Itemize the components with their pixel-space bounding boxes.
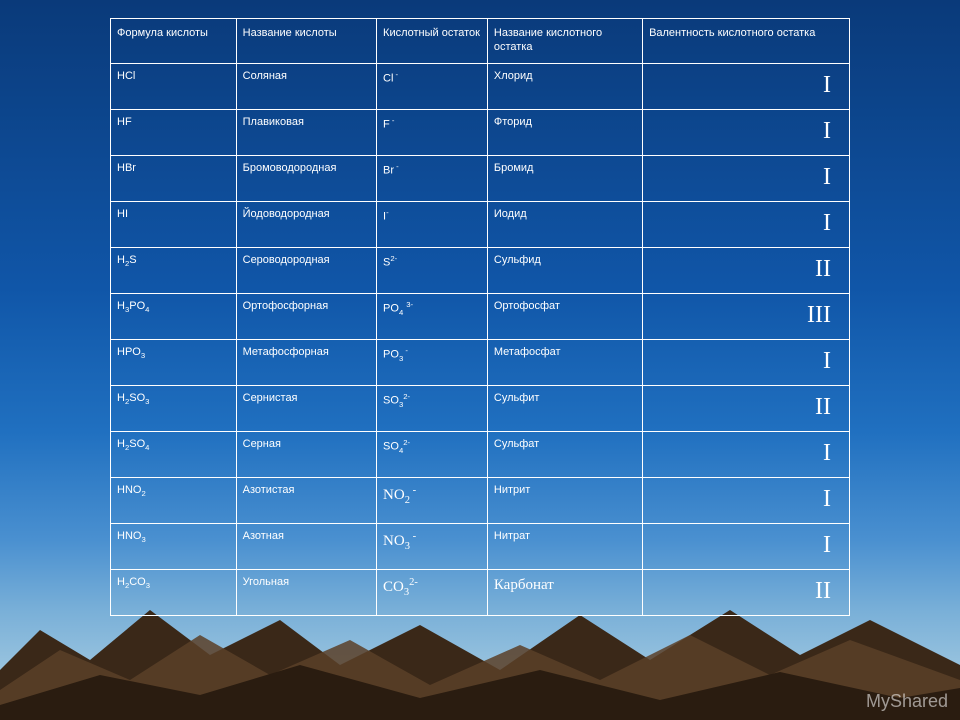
acid-name-cell: Азотистая [236, 477, 376, 523]
residue-name-cell: Ортофосфат [487, 293, 642, 339]
table-row: H3PO4ОртофосфорнаяPO4 3-ОртофосфатIII [111, 293, 850, 339]
formula-cell: HF [111, 109, 237, 155]
residue-cell: NO3 - [377, 523, 488, 569]
residue-cell: Br - [377, 155, 488, 201]
formula-cell: H2SO4 [111, 431, 237, 477]
valence-cell: I [643, 63, 850, 109]
residue-cell: PO4 3- [377, 293, 488, 339]
valence-cell: I [643, 109, 850, 155]
valence-cell: I [643, 201, 850, 247]
residue-name-cell: Нитрат [487, 523, 642, 569]
formula-cell: HPO3 [111, 339, 237, 385]
table-row: HPO3МетафосфорнаяPO3 -МетафосфатI [111, 339, 850, 385]
formula-cell: HCl [111, 63, 237, 109]
acids-table-container: Формула кислотыНазвание кислотыКислотный… [110, 18, 850, 616]
acid-name-cell: Соляная [236, 63, 376, 109]
table-row: H2SO4СернаяSO42-СульфатI [111, 431, 850, 477]
residue-cell: F - [377, 109, 488, 155]
residue-name-cell: Карбонат [487, 569, 642, 615]
formula-cell: H3PO4 [111, 293, 237, 339]
acid-name-cell: Серная [236, 431, 376, 477]
valence-cell: I [643, 477, 850, 523]
acid-name-cell: Угольная [236, 569, 376, 615]
watermark: MyShared [866, 691, 948, 712]
valence-cell: I [643, 523, 850, 569]
acid-name-cell: Азотная [236, 523, 376, 569]
acid-name-cell: Бромоводородная [236, 155, 376, 201]
table-row: H2CO3УгольнаяCO32-КарбонатII [111, 569, 850, 615]
table-row: HNO3АзотнаяNO3 -НитратI [111, 523, 850, 569]
residue-name-cell: Сульфат [487, 431, 642, 477]
table-header-row: Формула кислотыНазвание кислотыКислотный… [111, 19, 850, 64]
residue-cell: S2- [377, 247, 488, 293]
residue-name-cell: Хлорид [487, 63, 642, 109]
table-header-cell: Формула кислоты [111, 19, 237, 64]
table-header-cell: Название кислоты [236, 19, 376, 64]
residue-name-cell: Сульфид [487, 247, 642, 293]
residue-cell: NO2 - [377, 477, 488, 523]
table-row: HClСолянаяCl -ХлоридI [111, 63, 850, 109]
table-row: HNO2АзотистаяNO2 -НитритI [111, 477, 850, 523]
residue-name-cell: Иодид [487, 201, 642, 247]
formula-cell: HBr [111, 155, 237, 201]
table-header-cell: Название кислотного остатка [487, 19, 642, 64]
acid-name-cell: Сероводородная [236, 247, 376, 293]
acids-table: Формула кислотыНазвание кислотыКислотный… [110, 18, 850, 616]
table-row: HFПлавиковаяF -ФторидI [111, 109, 850, 155]
acid-name-cell: Метафосфорная [236, 339, 376, 385]
residue-cell: SO32- [377, 385, 488, 431]
table-row: H2SO3СернистаяSO32-СульфитII [111, 385, 850, 431]
residue-cell: CO32- [377, 569, 488, 615]
formula-cell: HI [111, 201, 237, 247]
valence-cell: III [643, 293, 850, 339]
acid-name-cell: Ортофосфорная [236, 293, 376, 339]
table-header-cell: Кислотный остаток [377, 19, 488, 64]
table-row: H2SСероводороднаяS2-СульфидII [111, 247, 850, 293]
valence-cell: II [643, 247, 850, 293]
valence-cell: II [643, 569, 850, 615]
residue-cell: I- [377, 201, 488, 247]
formula-cell: HNO3 [111, 523, 237, 569]
table-row: HBrБромоводороднаяBr -БромидI [111, 155, 850, 201]
table-header-cell: Валентность кислотного остатка [643, 19, 850, 64]
residue-cell: PO3 - [377, 339, 488, 385]
formula-cell: HNO2 [111, 477, 237, 523]
residue-name-cell: Нитрит [487, 477, 642, 523]
residue-cell: SO42- [377, 431, 488, 477]
acid-name-cell: Плавиковая [236, 109, 376, 155]
valence-cell: I [643, 431, 850, 477]
acid-name-cell: Йодоводородная [236, 201, 376, 247]
formula-cell: H2S [111, 247, 237, 293]
residue-name-cell: Сульфит [487, 385, 642, 431]
residue-cell: Cl - [377, 63, 488, 109]
residue-name-cell: Фторид [487, 109, 642, 155]
valence-cell: I [643, 155, 850, 201]
table-row: HIЙодоводороднаяI-ИодидI [111, 201, 850, 247]
valence-cell: II [643, 385, 850, 431]
formula-cell: H2SO3 [111, 385, 237, 431]
residue-name-cell: Метафосфат [487, 339, 642, 385]
formula-cell: H2CO3 [111, 569, 237, 615]
residue-name-cell: Бромид [487, 155, 642, 201]
valence-cell: I [643, 339, 850, 385]
acid-name-cell: Сернистая [236, 385, 376, 431]
